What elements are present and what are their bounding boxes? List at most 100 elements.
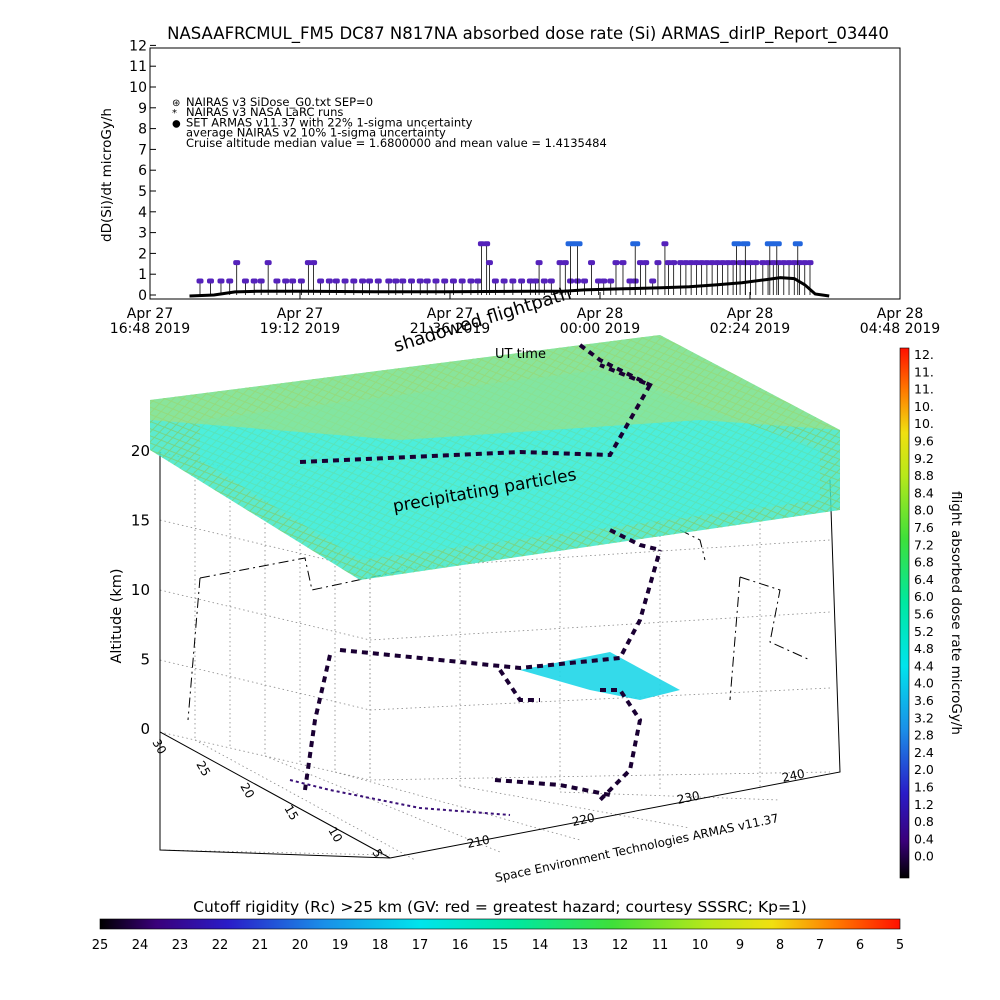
legend-symbol: ● <box>172 118 181 129</box>
colorbar-right-tick: 0.8 <box>914 814 934 829</box>
armas-point <box>483 241 491 247</box>
armas-point <box>636 260 644 266</box>
armas-point <box>708 260 716 266</box>
x-tick-label-date: Apr 28 <box>577 306 623 322</box>
x-tick-label-time: 16:48 2019 <box>110 321 190 337</box>
flightpath-3d <box>299 343 662 802</box>
colorbar-right-tick: 3.2 <box>914 710 934 725</box>
x-tick-label-date: Apr 28 <box>877 306 923 322</box>
x-tick-label-date: Apr 27 <box>127 306 173 322</box>
armas-point <box>310 260 318 266</box>
trajectory-3d-panel: Altitude (km) 0 5 10 15 20 30 25 20 15 10 5 210 22… <box>109 283 841 885</box>
armas-point <box>317 278 325 284</box>
armas-point <box>649 278 657 284</box>
armas-high-point <box>792 241 803 247</box>
credit-text: Space Environment Technologies ARMAS v11… <box>494 811 780 885</box>
armas-point <box>325 278 333 284</box>
armas-high-point <box>740 241 751 247</box>
armas-point <box>752 260 760 266</box>
colorbar-bottom-tick: 15 <box>492 938 509 953</box>
shadow-projections <box>187 529 811 721</box>
armas-point <box>233 260 241 266</box>
colorbar-right-tick: 1.6 <box>914 780 934 795</box>
x-tick-label-date: Apr 27 <box>277 306 323 322</box>
armas-point <box>241 278 249 284</box>
longitude-tick-label: 230 <box>676 788 701 806</box>
armas-high-point <box>572 241 583 247</box>
plot-frame <box>149 47 901 300</box>
armas-point <box>458 278 466 284</box>
dose-rate-surface <box>520 652 680 700</box>
y-tick-label: 1 <box>138 267 147 283</box>
armas-point <box>304 260 312 266</box>
z-tick-label: 5 <box>140 651 150 669</box>
colorbar-bottom-tick: 6 <box>856 938 864 953</box>
armas-point <box>540 278 548 284</box>
annotation-ut-time: UT time <box>495 347 546 362</box>
colorbar-bottom-tick: 21 <box>252 938 269 953</box>
armas-point <box>432 278 440 284</box>
z-tick-label: 15 <box>131 512 150 530</box>
legend-entry: Cruise altitude median value = 1.6800000… <box>186 136 607 150</box>
colorbar-right-gradient <box>899 347 910 879</box>
colorbar-bottom-ticks: 25 24 23 22 21 20 19 18 17 16 15 14 13 12 11 10 9 8 7 6 5 <box>92 938 904 953</box>
armas-point <box>217 278 225 284</box>
armas-high-point <box>731 241 742 247</box>
y-tick-label: 2 <box>138 246 147 262</box>
x-tick-label-date: Apr 28 <box>727 306 773 322</box>
armas-point <box>477 241 485 247</box>
colorbar-right-tick: 8.8 <box>914 468 934 483</box>
colorbar-right-tick: 6.8 <box>914 555 934 570</box>
armas-point <box>801 260 809 266</box>
armas-point <box>692 260 700 266</box>
colorbar-right-tick: 6.4 <box>914 572 934 587</box>
x-tick-label-time: 21:36 2019 <box>410 321 490 337</box>
y-axis-label: dD(Si)/dt microGy/h <box>99 108 115 242</box>
longitude-tick-label: 220 <box>571 810 596 828</box>
armas-point <box>759 260 767 266</box>
armas-point <box>785 260 793 266</box>
x-tick-label-time: 19:12 2019 <box>260 321 340 337</box>
armas-point <box>719 260 727 266</box>
colorbar-right-tick: 4.8 <box>914 641 934 656</box>
colorbar-bottom-tick: 14 <box>532 938 549 953</box>
colorbar-bottom-tick: 25 <box>92 938 109 953</box>
armas-point <box>747 260 755 266</box>
armas-point <box>595 278 603 284</box>
armas-point <box>250 278 258 284</box>
legend-entry: average NAIRAS v2 10% 1-sigma uncertaint… <box>186 126 446 140</box>
y-tick-label: 11 <box>129 59 147 75</box>
colorbar-right-tick: 4.4 <box>914 658 934 673</box>
armas-point <box>619 260 627 266</box>
colorbar-right-tick: 9.6 <box>914 434 934 449</box>
colorbar-right-tick: 8.0 <box>914 503 934 518</box>
armas-point <box>532 278 540 284</box>
latitude-tick-label: 10 <box>325 825 345 845</box>
colorbar-bottom-tick: 9 <box>736 938 744 953</box>
armas-point <box>724 260 732 266</box>
armas-point <box>264 260 272 266</box>
colorbar-bottom-tick: 8 <box>776 938 784 953</box>
colorbar-right-tick: 8.4 <box>914 485 934 500</box>
armas-point <box>588 260 596 266</box>
colorbar-bottom-tick: 7 <box>816 938 824 953</box>
figure-title: NASAAFRCMUL_FM5 DC87 N817NA absorbed dos… <box>167 24 889 44</box>
y-tick-label: 3 <box>138 226 147 242</box>
armas-point <box>392 278 400 284</box>
y-tick-label: 7 <box>138 142 147 158</box>
y-tick-label: 4 <box>138 205 147 221</box>
legend-entry: SET ARMAS v11.37 with 22% 1-sigma uncert… <box>186 115 473 129</box>
armas-point <box>600 278 608 284</box>
colorbar-right-tick: 0.4 <box>914 831 934 846</box>
longitude-tick-label: 240 <box>781 766 806 784</box>
colorbar-right-label: flight absorbed dose rate microGy/h <box>948 491 964 735</box>
armas-point <box>385 278 393 284</box>
flightpath-low <box>289 779 511 816</box>
colorbar-bottom-tick: 23 <box>172 938 189 953</box>
armas-point <box>485 260 493 266</box>
colorbar-bottom-gradient <box>99 918 901 930</box>
colorbar-right: 12. 11. 11. 10. 10. 9.6 9.2 8.8 8.4 8.0 7.6 7.2 6.8 6… <box>899 347 964 879</box>
